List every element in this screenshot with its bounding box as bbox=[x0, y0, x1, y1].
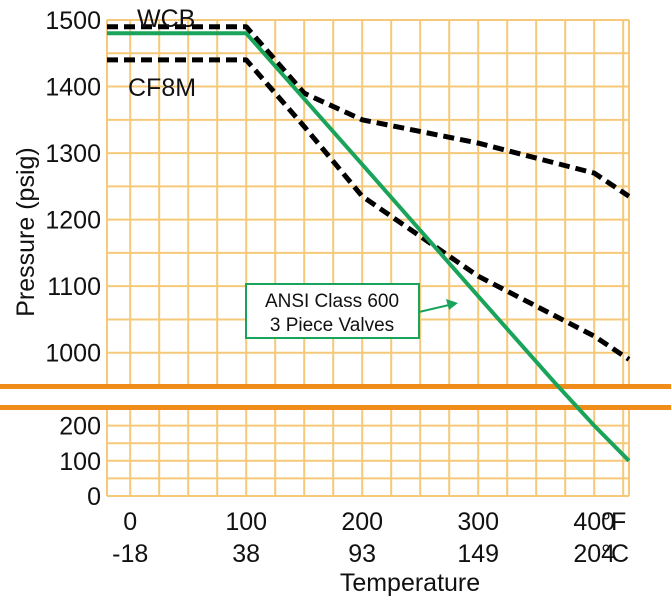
y-tick-label: 0 bbox=[87, 483, 101, 511]
annotation-arrow-line bbox=[418, 304, 450, 313]
label-cf8m: CF8M bbox=[128, 74, 196, 102]
x-tick-label-f: 100 bbox=[225, 508, 267, 536]
series-line-1 bbox=[107, 57, 631, 362]
y-tick-label: 1500 bbox=[45, 7, 101, 35]
x-unit-f: °F bbox=[601, 508, 626, 536]
label-wcb: WCB bbox=[137, 5, 195, 33]
x-tick-label-c: -18 bbox=[112, 540, 148, 568]
x-tick-label-f: 200 bbox=[341, 508, 383, 536]
x-tick-label-c: 38 bbox=[232, 540, 260, 568]
axis-break bbox=[0, 384, 671, 410]
annotation-line-1: ANSI Class 600 bbox=[265, 291, 399, 312]
x-tick-label-c: 149 bbox=[457, 540, 499, 568]
annotation-line-2: 3 Piece Valves bbox=[270, 315, 394, 336]
series-line-0 bbox=[107, 24, 631, 199]
x-unit-c: °C bbox=[601, 540, 629, 568]
x-tick-label-f: 0 bbox=[123, 508, 137, 536]
annotation-frame bbox=[245, 283, 420, 339]
x-tick-label-f: 400 bbox=[573, 508, 615, 536]
x-tick-label-f: 300 bbox=[457, 508, 499, 536]
y-axis-title: Pressure (psig) bbox=[12, 147, 40, 317]
x-tick-label-c: 204 bbox=[573, 540, 615, 568]
y-tick-label: 1400 bbox=[45, 74, 101, 102]
y-tick-label: 200 bbox=[59, 413, 101, 441]
series-line-2 bbox=[107, 31, 631, 463]
y-tick-label: 1300 bbox=[45, 140, 101, 168]
x-tick-label-c: 93 bbox=[348, 540, 376, 568]
axis-break-bar-bottom bbox=[0, 405, 671, 410]
y-tick-label: 1100 bbox=[47, 273, 101, 301]
annotation-arrow-head bbox=[446, 299, 458, 310]
y-tick-label: 1000 bbox=[45, 340, 101, 368]
x-axis-title: Temperature bbox=[340, 569, 480, 597]
series-group bbox=[107, 24, 631, 463]
y-tick-label: 100 bbox=[59, 448, 101, 476]
axis-break-bar-top bbox=[0, 384, 671, 389]
y-tick-label: 1200 bbox=[45, 207, 101, 235]
annotation-box: ANSI Class 600 3 Piece Valves bbox=[245, 283, 458, 339]
